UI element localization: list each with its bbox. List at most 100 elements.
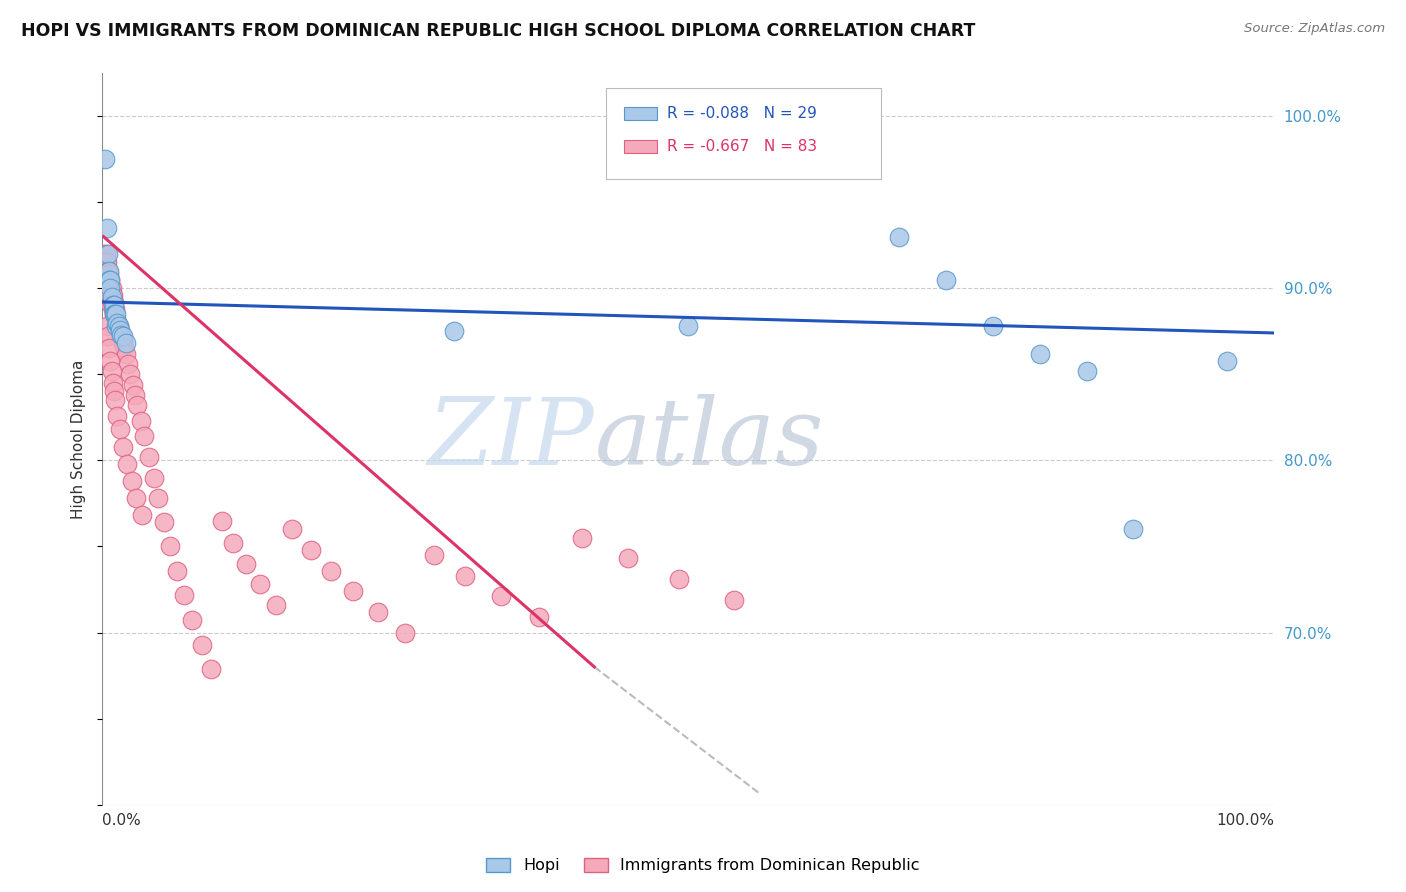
Point — [108, 322, 131, 336]
Point — [200, 662, 222, 676]
Point — [103, 307, 125, 321]
Text: ZIP: ZIP — [427, 394, 595, 483]
Text: R = -0.667   N = 83: R = -0.667 N = 83 — [666, 138, 817, 153]
Point — [281, 522, 304, 536]
Point — [105, 312, 128, 326]
Point — [103, 384, 125, 399]
Point — [107, 319, 129, 334]
Point — [249, 577, 271, 591]
Point — [100, 288, 122, 302]
Point — [935, 272, 957, 286]
Text: R = -0.088   N = 29: R = -0.088 N = 29 — [666, 106, 817, 120]
Point — [120, 368, 142, 382]
Point — [98, 272, 121, 286]
Point — [110, 329, 132, 343]
Point — [127, 398, 149, 412]
Point — [104, 301, 127, 316]
Point — [108, 324, 131, 338]
Point — [142, 470, 165, 484]
Point — [134, 429, 156, 443]
Point — [101, 298, 124, 312]
Point — [299, 542, 322, 557]
Text: Source: ZipAtlas.com: Source: ZipAtlas.com — [1244, 22, 1385, 36]
Point — [94, 246, 117, 260]
Point — [887, 229, 910, 244]
Point — [107, 316, 129, 330]
Point — [124, 388, 146, 402]
Point — [264, 598, 287, 612]
Y-axis label: High School Diploma: High School Diploma — [72, 359, 86, 518]
Point — [489, 590, 512, 604]
Legend: Hopi, Immigrants from Dominican Republic: Hopi, Immigrants from Dominican Republic — [479, 851, 927, 880]
Point — [110, 327, 132, 342]
Point — [117, 357, 139, 371]
Point — [125, 491, 148, 506]
Point — [112, 440, 135, 454]
Point — [1122, 522, 1144, 536]
Point — [319, 564, 342, 578]
Point — [981, 319, 1004, 334]
Point — [96, 272, 118, 286]
Text: 100.0%: 100.0% — [1216, 814, 1274, 829]
Point — [93, 246, 115, 260]
Point — [166, 564, 188, 578]
Point — [121, 474, 143, 488]
Point — [676, 319, 699, 334]
Point — [443, 324, 465, 338]
Point — [96, 255, 118, 269]
Point — [100, 295, 122, 310]
Point — [93, 272, 115, 286]
Point — [342, 584, 364, 599]
Point — [211, 514, 233, 528]
Point — [98, 295, 121, 310]
Point — [97, 290, 120, 304]
Point — [181, 614, 204, 628]
FancyBboxPatch shape — [624, 139, 658, 153]
Point — [1076, 364, 1098, 378]
Point — [222, 536, 245, 550]
FancyBboxPatch shape — [606, 87, 882, 179]
Point — [129, 414, 152, 428]
Point — [108, 422, 131, 436]
Point — [98, 342, 121, 356]
Point — [104, 307, 127, 321]
Point — [103, 307, 125, 321]
Point — [173, 588, 195, 602]
Point — [94, 272, 117, 286]
Point — [1028, 346, 1050, 360]
Point — [191, 638, 214, 652]
Point — [98, 281, 121, 295]
Point — [131, 508, 153, 523]
Point — [107, 409, 129, 423]
Point — [97, 329, 120, 343]
Text: HOPI VS IMMIGRANTS FROM DOMINICAN REPUBLIC HIGH SCHOOL DIPLOMA CORRELATION CHART: HOPI VS IMMIGRANTS FROM DOMINICAN REPUBL… — [21, 22, 976, 40]
Point — [138, 450, 160, 464]
Point — [114, 346, 136, 360]
Point — [148, 491, 170, 506]
Point — [114, 336, 136, 351]
Point — [112, 336, 135, 351]
Point — [101, 288, 124, 302]
Point — [394, 625, 416, 640]
Point — [98, 268, 121, 282]
Point — [668, 572, 690, 586]
Point — [100, 281, 122, 295]
Point — [97, 264, 120, 278]
Point — [153, 516, 176, 530]
Point — [454, 568, 477, 582]
Point — [114, 342, 136, 356]
FancyBboxPatch shape — [624, 107, 658, 120]
Point — [103, 295, 125, 310]
Point — [159, 540, 181, 554]
Point — [1216, 353, 1239, 368]
Text: 0.0%: 0.0% — [103, 814, 141, 829]
Point — [93, 255, 115, 269]
Text: atlas: atlas — [595, 394, 824, 483]
Point — [100, 281, 122, 295]
Point — [121, 377, 143, 392]
Point — [235, 557, 257, 571]
Point — [94, 255, 117, 269]
Point — [104, 393, 127, 408]
Point — [571, 531, 593, 545]
Point — [105, 307, 128, 321]
